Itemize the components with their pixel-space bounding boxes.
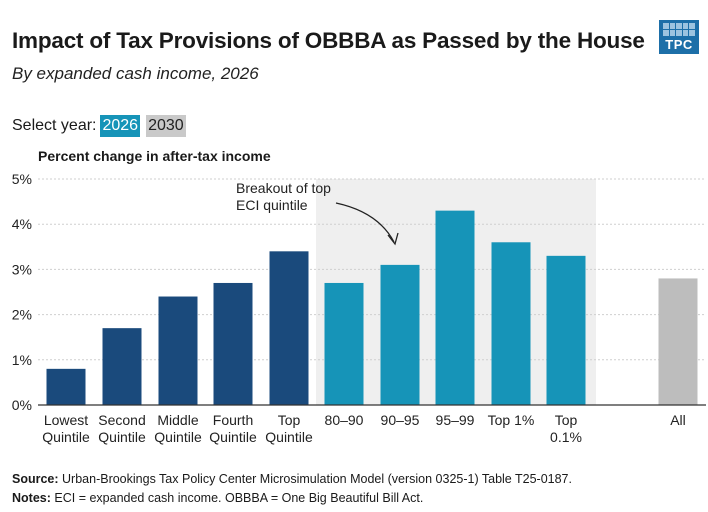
logo-text: TPC [665,37,693,52]
year-button-2030[interactable]: 2030 [146,115,186,137]
x-tick-label: 95–99 [436,412,475,428]
year-button-2026[interactable]: 2026 [100,115,141,137]
x-tick-label: Quintile [154,429,202,445]
x-tick-label: Quintile [42,429,90,445]
annotation-text: ECI quintile [236,197,308,213]
x-tick-label: 0.1% [550,429,582,445]
x-tick-label: Quintile [265,429,313,445]
y-tick-label: 3% [12,261,32,277]
source-text: Urban-Brookings Tax Policy Center Micros… [58,472,572,486]
bar [491,242,531,405]
x-tick-label: Quintile [209,429,257,445]
bar [546,255,586,405]
y-tick-label: 5% [12,171,32,187]
bar [46,368,86,405]
y-tick-label: 1% [12,352,32,368]
x-tick-label: 80–90 [325,412,364,428]
source-label: Source: [12,472,59,486]
bar [269,251,309,405]
year-selector: Select year: 2026 2030 [12,115,186,137]
y-tick-label: 2% [12,307,32,323]
source-note: Source: Urban-Brookings Tax Policy Cente… [12,472,572,486]
annotation-arrow [335,202,395,243]
y-tick-label: 4% [12,216,32,232]
bar [380,264,420,405]
bar [324,282,364,405]
x-tick-label: Fourth [213,412,253,428]
year-selector-label: Select year: [12,117,97,134]
x-tick-label: All [670,412,686,428]
x-tick-label: Second [98,412,145,428]
bar-chart: 0%1%2%3%4%5%LowestQuintileSecondQuintile… [12,171,706,445]
y-tick-label: 0% [12,397,32,413]
chart-subtitle: By expanded cash income, 2026 [12,64,259,83]
logo-grid-icon [663,23,695,36]
bar [102,328,142,405]
notes-label: Notes: [12,491,51,505]
bar [435,210,475,405]
x-tick-label: Top [555,412,578,428]
chart-title: Impact of Tax Provisions of OBBBA as Pas… [12,28,645,53]
y-axis-title: Percent change in after-tax income [38,148,271,164]
bar [213,282,253,405]
x-tick-label: 90–95 [381,412,420,428]
bar [658,278,698,405]
bar [158,296,198,405]
annotation-arrowhead [387,232,399,246]
annotation-text: Breakout of top [236,180,331,196]
notes-note: Notes: ECI = expanded cash income. OBBBA… [12,491,423,505]
notes-text: ECI = expanded cash income. OBBBA = One … [50,491,424,505]
x-tick-label: Middle [157,412,198,428]
x-tick-label: Lowest [44,412,88,428]
x-tick-label: Quintile [98,429,146,445]
tpc-logo: TPC [659,20,699,54]
x-tick-label: Top [278,412,301,428]
x-tick-label: Top 1% [488,412,535,428]
